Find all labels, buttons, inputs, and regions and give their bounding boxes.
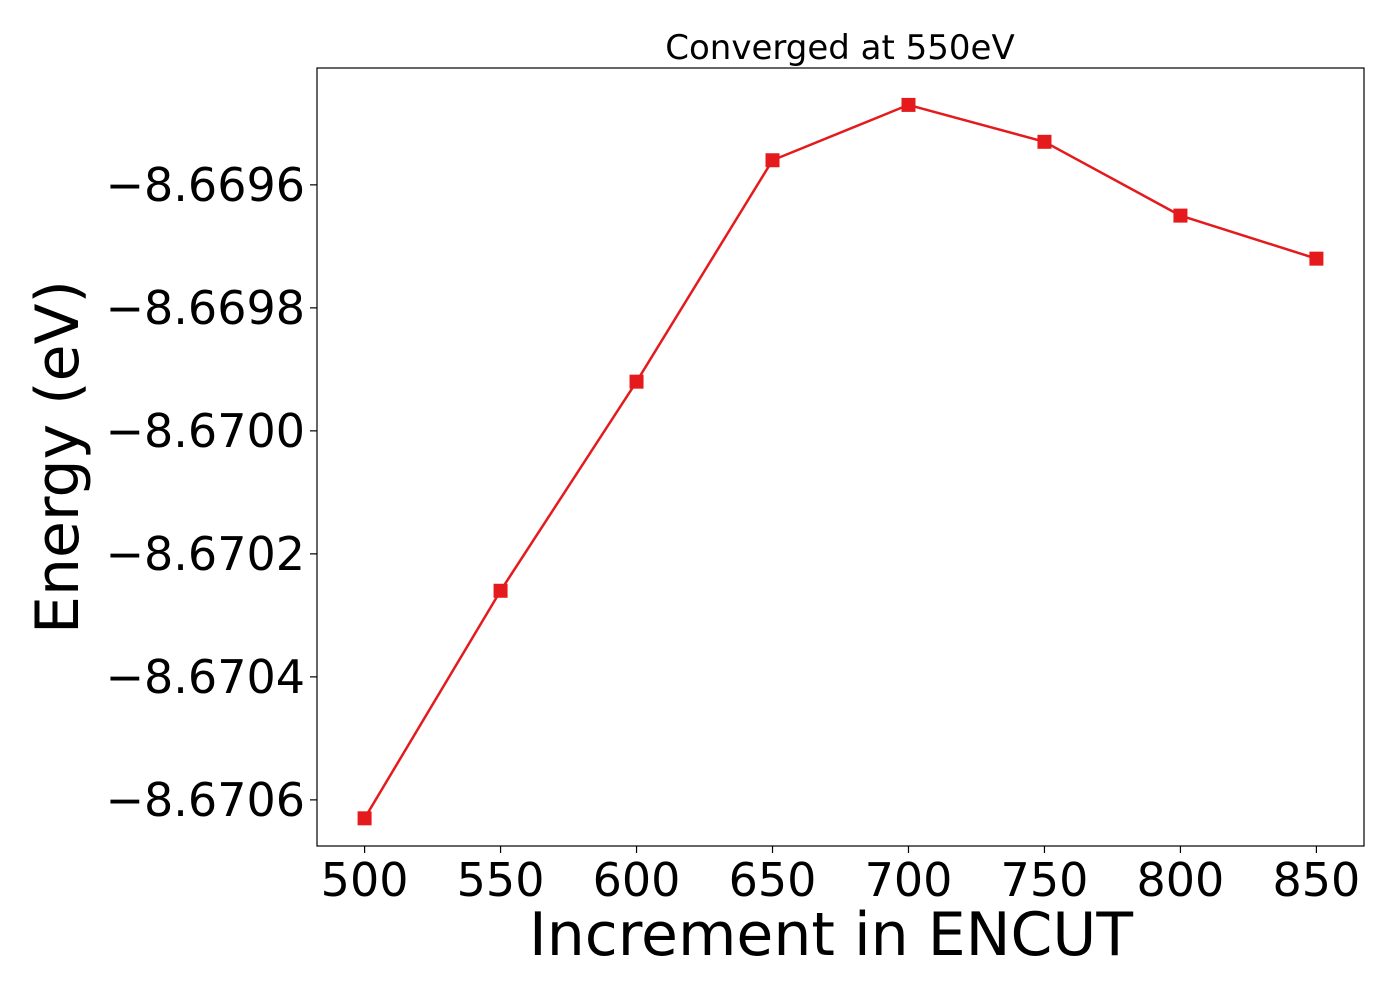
data-point-marker: [493, 583, 508, 598]
y-axis-ticks: −8.6706 −8.6704 −8.6702 −8.6700 −8.6698 −8.66…: [106, 158, 317, 827]
data-point-marker: [765, 153, 780, 168]
x-tick-label: 500: [321, 853, 409, 907]
data-point-marker: [357, 811, 372, 826]
x-tick-label: 750: [1001, 853, 1089, 907]
chart-title: Converged at 550eV: [665, 28, 1014, 68]
x-tick-label: 650: [729, 853, 817, 907]
data-point-marker: [629, 374, 644, 389]
y-tick-label: −8.6696: [106, 158, 306, 212]
y-tick-label: −8.6700: [106, 404, 306, 458]
series-layer: [357, 97, 1324, 826]
x-tick-label: 600: [593, 853, 681, 907]
x-axis-label: Increment in ENCUT: [529, 900, 1133, 970]
x-tick-label: 700: [865, 853, 953, 907]
y-tick-label: −8.6704: [106, 650, 306, 704]
data-point-marker: [1037, 134, 1052, 149]
y-tick-label: −8.6702: [106, 527, 306, 581]
plot-area-frame: [316, 67, 1365, 847]
x-axis-ticks: 500 550 600 650 700 750 800 850: [321, 846, 1361, 907]
x-tick-label: 550: [457, 853, 545, 907]
series-line: [363, 103, 1317, 819]
data-point-marker: [901, 97, 916, 112]
y-tick-label: −8.6706: [106, 773, 306, 827]
x-tick-label: 850: [1273, 853, 1361, 907]
y-axis-label: Energy (eV): [23, 280, 93, 634]
data-point-marker: [1309, 251, 1324, 266]
y-tick-label: −8.6698: [106, 281, 306, 335]
x-tick-label: 800: [1137, 853, 1225, 907]
data-point-marker: [1173, 208, 1188, 223]
